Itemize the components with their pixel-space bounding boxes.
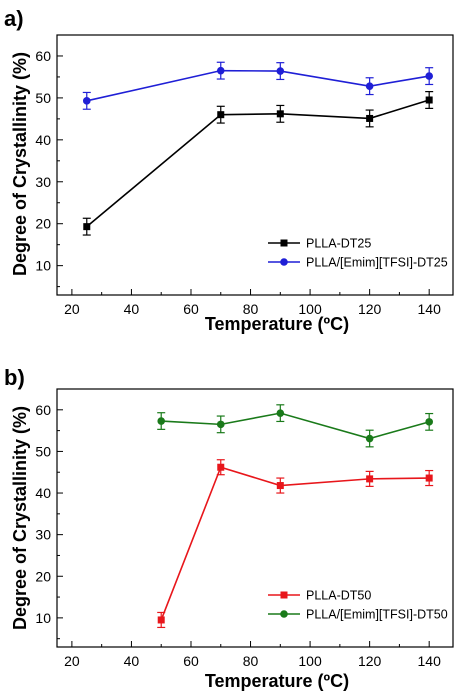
chart-panel-b: b) Degree of Crystallinity (%) Temperatu… [4,365,454,691]
y-axis-title-a: Degree of Crystallinity (%) [10,52,30,276]
data-point-square [366,475,374,483]
legend-entry-b-1: PLLA/[Emim][TFSI]-DT50 [268,608,448,622]
panel-label-b: b) [4,365,25,390]
x-tick-label-b: 120 [358,653,382,669]
legend-marker-square [280,591,288,599]
data-point-square [425,96,433,104]
legend-label: PLLA/[Emim][TFSI]-DT25 [306,256,448,270]
data-point-circle [216,420,225,429]
data-point-circle [82,97,91,105]
y-tick-label-a: 20 [35,216,51,232]
y-tick-label-b: 30 [35,527,51,543]
y-tick-label-b: 50 [35,443,51,459]
x-tick-label-a: 140 [418,301,442,317]
series-line-b-1 [161,412,430,440]
legend-entry-a-0: PLLA-DT25 [268,237,371,251]
x-tick-label-a: 40 [124,301,140,317]
data-point-circle [425,72,433,80]
y-tick-label-b: 40 [35,485,51,501]
plot-frame-a [56,34,454,296]
x-tick-label-b: 60 [183,653,199,669]
panel-label-a: a) [4,6,24,31]
series-line-a-0 [86,99,430,228]
y-tick-label-a: 50 [35,90,51,106]
plot-frame-b [56,388,454,648]
x-tick-label-b: 100 [298,653,322,669]
legend-marker-circle [280,258,288,266]
y-tick-label-a: 60 [35,48,51,64]
x-tick-label-b: 40 [124,653,140,669]
y-tick-label-b: 20 [35,568,51,584]
x-tick-label-b: 140 [418,653,442,669]
y-tick-label-a: 40 [35,132,51,148]
legend-label: PLLA-DT50 [306,589,371,603]
legend-entry-a-1: PLLA/[Emim][TFSI]-DT25 [268,256,448,270]
legend-marker-circle [280,610,288,618]
data-point-circle [276,67,285,75]
data-point-square [276,110,284,118]
data-point-square [217,111,225,119]
data-point-square [366,114,374,122]
y-tick-label-a: 30 [35,174,51,190]
x-tick-label-a: 60 [183,301,199,317]
x-tick-label-b: 20 [64,653,80,669]
x-tick-label-a: 80 [243,301,259,317]
series-line-b-0 [160,466,430,621]
x-axis-title-b: Temperature (ºC) [205,671,349,691]
x-tick-label-a: 100 [298,301,322,317]
x-tick-label-b: 80 [243,653,259,669]
y-tick-label-a: 10 [35,258,51,274]
data-point-square [83,223,91,231]
legend-marker-square [280,239,288,247]
y-axis-title-b: Degree of Crystallinity (%) [10,406,30,630]
chart-panel-a: a) Degree of Crystallinity (%) Temperatu… [4,6,454,334]
data-point-circle [425,418,433,426]
data-point-circle [365,82,374,90]
data-point-square [217,463,225,471]
data-point-circle [276,409,285,417]
y-tick-label-b: 10 [35,610,51,626]
x-axis-title-a: Temperature (ºC) [205,314,349,334]
data-point-square [276,482,284,490]
data-point-circle [157,417,166,425]
data-point-circle [365,434,374,443]
data-point-square [157,616,165,624]
series-line-a-1 [86,69,430,102]
legend-label: PLLA-DT25 [306,237,371,251]
x-tick-label-a: 20 [64,301,80,317]
data-point-circle [216,66,225,75]
data-point-square [425,474,433,482]
x-tick-label-a: 120 [358,301,382,317]
legend-label: PLLA/[Emim][TFSI]-DT50 [306,608,448,622]
y-tick-label-b: 60 [35,402,51,418]
legend-entry-b-0: PLLA-DT50 [268,589,371,603]
